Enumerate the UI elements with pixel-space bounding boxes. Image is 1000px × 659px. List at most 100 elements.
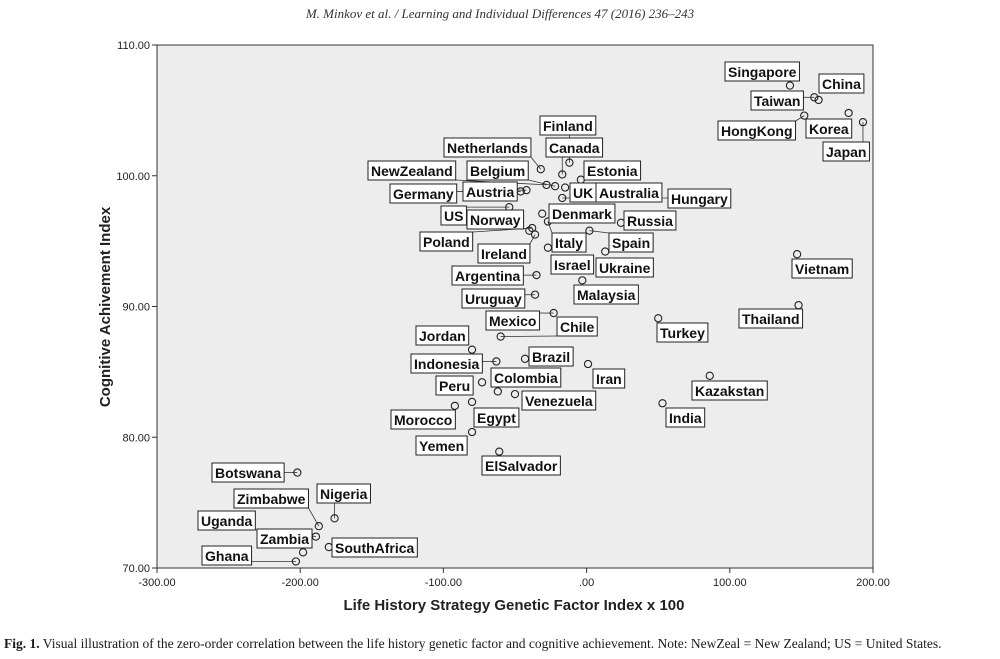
point-label-box xyxy=(367,160,457,181)
point-label-netherlands: Netherlands xyxy=(443,137,532,158)
point-label-text: Japan xyxy=(826,144,866,160)
data-point-malaysia xyxy=(578,276,587,285)
point-label-box xyxy=(556,316,598,337)
point-label-colombia: Colombia xyxy=(490,367,562,388)
point-label-box xyxy=(750,90,804,111)
y-tick-label: 80.00 xyxy=(122,432,150,444)
point-label-text: Egypt xyxy=(477,410,516,426)
point-label-austria: Austria xyxy=(462,181,518,202)
point-label-zambia: Zambia xyxy=(256,528,313,549)
data-point-netherlands xyxy=(536,165,545,174)
point-label-box xyxy=(665,407,706,428)
point-label-box xyxy=(331,537,418,558)
point-label-text: Vietnam xyxy=(795,261,849,277)
point-label-box xyxy=(490,367,562,388)
data-point-colombia xyxy=(493,387,502,396)
point-label-morocco: Morocco xyxy=(390,409,456,430)
point-label-china: China xyxy=(818,73,865,94)
point-label-text: China xyxy=(822,76,861,92)
figure-caption: Fig. 1. Visual illustration of the zero-… xyxy=(4,636,996,652)
label-leader-line xyxy=(795,115,805,122)
point-label-spain: Spain xyxy=(608,232,654,253)
point-label-box xyxy=(573,284,639,305)
point-label-box xyxy=(791,258,853,279)
data-point-elsalvador xyxy=(495,447,504,456)
point-label-text: Mexico xyxy=(489,313,536,329)
point-label-box xyxy=(545,137,604,158)
point-label-text: Germany xyxy=(393,186,454,202)
x-tick-label: .00 xyxy=(579,577,594,589)
point-label-argentina: Argentina xyxy=(451,265,524,286)
point-label-peru: Peru xyxy=(435,375,474,396)
point-label-text: Taiwan xyxy=(754,93,800,109)
point-label-uk: UK xyxy=(569,182,597,203)
point-label-box xyxy=(390,409,456,430)
data-point-taiwan xyxy=(810,93,819,102)
point-label-box xyxy=(451,265,524,286)
point-label-box xyxy=(595,257,654,278)
point-label-box xyxy=(521,390,597,411)
point-label-elsalvador: ElSalvador xyxy=(481,455,561,476)
point-label-text: Colombia xyxy=(494,370,558,386)
data-point-indonesia xyxy=(492,357,501,366)
data-point-vietnam xyxy=(792,250,802,259)
point-label-box xyxy=(548,203,616,224)
point-label-box xyxy=(197,510,256,531)
point-label-taiwan: Taiwan xyxy=(750,90,804,111)
point-label-text: Jordan xyxy=(419,328,466,344)
point-label-text: Zambia xyxy=(260,531,309,547)
data-point-mexico xyxy=(549,308,558,318)
point-label-text: SouthAfrica xyxy=(335,540,415,556)
point-label-box xyxy=(415,435,468,456)
point-label-text: Kazakstan xyxy=(695,383,764,399)
point-label-box xyxy=(595,182,663,203)
point-label-text: Estonia xyxy=(587,163,638,179)
point-label-russia: Russia xyxy=(623,210,677,231)
point-label-newzealand: NewZealand xyxy=(367,160,457,181)
point-label-text: Israel xyxy=(554,257,591,273)
point-label-belgium: Belgium xyxy=(466,160,529,181)
point-label-finland: Finland xyxy=(539,115,597,136)
point-label-ukraine: Ukraine xyxy=(595,257,654,278)
point-label-text: Spain xyxy=(612,235,650,251)
data-point-singapore xyxy=(785,81,795,90)
point-label-text: Thailand xyxy=(742,311,800,327)
point-label-box xyxy=(822,141,870,162)
point-label-norway: Norway xyxy=(466,209,525,230)
data-point-norway xyxy=(525,226,534,235)
point-label-thailand: Thailand xyxy=(738,308,804,329)
point-label-box xyxy=(256,528,313,549)
point-label-box xyxy=(550,254,595,275)
point-label-kazakstan: Kazakstan xyxy=(691,380,768,401)
point-label-australia: Australia xyxy=(595,182,663,203)
point-label-nigeria: Nigeria xyxy=(316,483,371,504)
point-label-box xyxy=(440,205,467,226)
point-label-text: Belgium xyxy=(470,163,525,179)
point-label-text: Italy xyxy=(555,235,583,251)
data-point-korea xyxy=(844,108,853,118)
point-label-box xyxy=(466,209,525,230)
data-point-denmark xyxy=(538,209,547,218)
point-label-box xyxy=(592,368,626,389)
point-label-text: Ghana xyxy=(205,548,249,564)
point-label-denmark: Denmark xyxy=(548,203,616,224)
point-label-box xyxy=(466,160,529,181)
point-label-box xyxy=(667,188,732,209)
point-label-zimbabwe: Zimbabwe xyxy=(233,488,309,509)
point-label-turkey: Turkey xyxy=(656,322,709,343)
point-label-text: Malaysia xyxy=(577,287,636,303)
data-point-hongkong xyxy=(800,111,809,120)
point-label-text: Uruguay xyxy=(465,291,522,307)
point-label-text: Nigeria xyxy=(320,486,368,502)
data-point-ireland xyxy=(530,230,540,239)
point-label-box xyxy=(691,380,768,401)
data-point-zimbabwe xyxy=(314,522,323,531)
data-point-iran xyxy=(583,359,593,369)
point-label-india: India xyxy=(665,407,706,428)
y-tick-label: 110.00 xyxy=(117,40,150,52)
point-label-uruguay: Uruguay xyxy=(461,288,526,309)
data-point-uruguay xyxy=(530,290,540,299)
point-label-box xyxy=(608,232,654,253)
data-point-japan xyxy=(858,117,868,127)
data-point-botswana xyxy=(293,468,302,477)
